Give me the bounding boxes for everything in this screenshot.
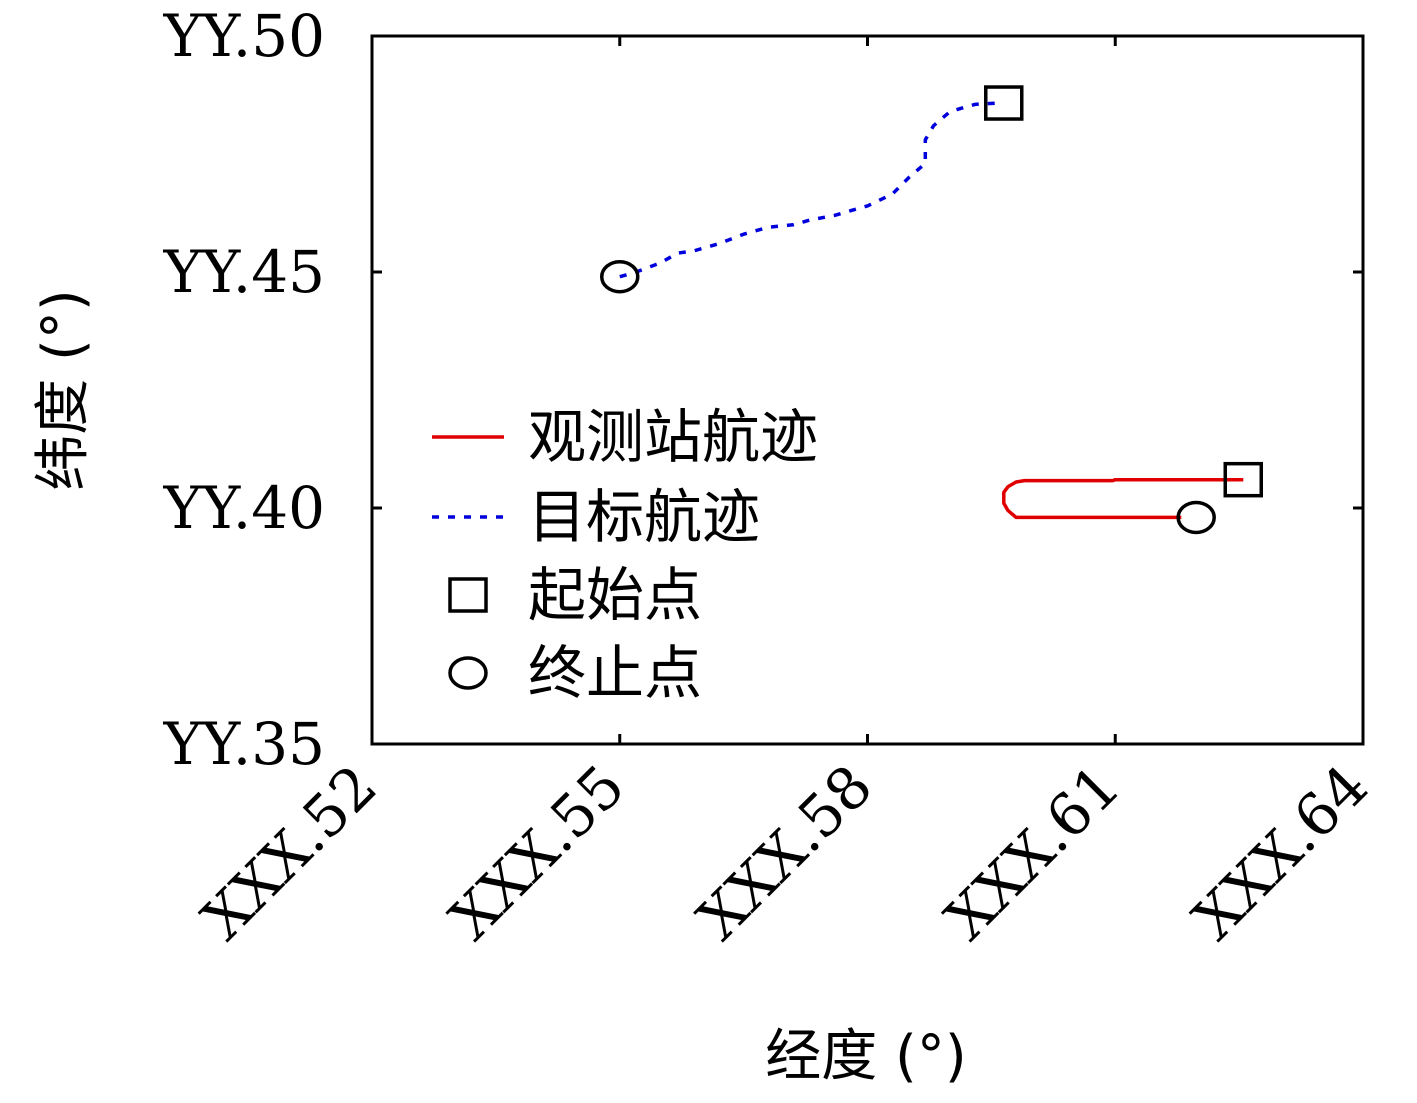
legend-label: 起始点 — [528, 561, 702, 629]
legend-label: 终止点 — [528, 639, 702, 707]
series-line-1 — [619, 101, 1000, 279]
series-layer — [619, 101, 1244, 520]
legend-label: 观测站航迹 — [528, 403, 818, 471]
y-tick-label: YY.40 — [163, 474, 325, 542]
x-tick-label: XXX.58 — [684, 752, 885, 953]
legend-swatch-circle — [448, 656, 488, 690]
x-tick-label: XXX.52 — [189, 752, 390, 953]
x-tick-label: XXX.55 — [437, 752, 638, 953]
end-marker — [600, 259, 640, 294]
legend-label: 目标航迹 — [528, 483, 760, 551]
y-tick-label: YY.35 — [163, 710, 325, 778]
series-line-0 — [1002, 477, 1244, 520]
markers-layer — [600, 85, 1264, 535]
end-marker — [1176, 500, 1216, 535]
legend-swatch-square — [448, 577, 488, 613]
y-tick-label: YY.45 — [163, 238, 325, 306]
y-tick-label: YY.50 — [163, 2, 325, 70]
start-marker — [1223, 461, 1264, 498]
y-axis-label: 纬度 (°) — [31, 289, 96, 491]
x-tick-label: XXX.64 — [1180, 752, 1381, 953]
x-axis-label: 经度 (°) — [765, 1024, 967, 1089]
plot-frame — [370, 34, 1365, 746]
x-tick-label: XXX.61 — [932, 752, 1133, 953]
axis-ticks: XXX.52 XXX.55 XXX.58 XXX.61 XXX.64 YY.50 YY.45… — [163, 2, 1381, 953]
start-marker — [984, 85, 1024, 121]
